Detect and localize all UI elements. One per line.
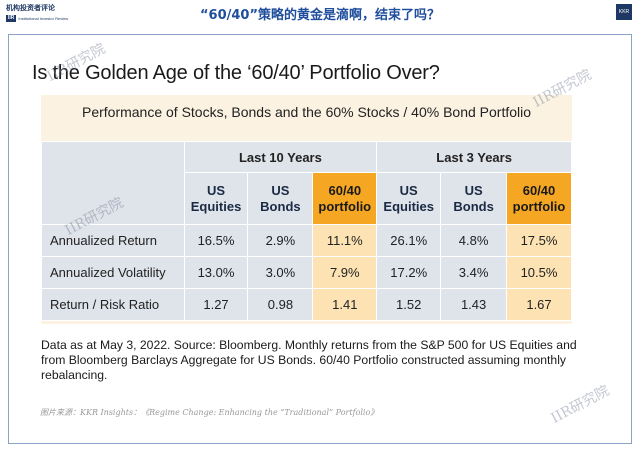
column-header-highlight: 60/40 portfolio: [506, 172, 572, 225]
group-header-10y: Last 10 Years: [183, 141, 378, 173]
table-cell-highlight: 1.67: [506, 288, 572, 321]
table-row: Annualized Volatility 13.0% 3.0% 7.9% 17…: [41, 256, 572, 289]
column-header: US Equities: [376, 172, 442, 225]
table-cell: 3.0%: [247, 256, 314, 289]
top-bar: 机构投资者评论 IIR Institutional Investor Revie…: [0, 0, 640, 26]
table-cell-highlight: 10.5%: [506, 256, 572, 289]
table-cell: 1.43: [440, 288, 508, 321]
logo-english-name: Institutional Investor Review: [18, 16, 69, 21]
column-header: US Bonds: [247, 172, 314, 225]
table-row: Annualized Return 16.5% 2.9% 11.1% 26.1%…: [41, 224, 572, 257]
table-cell: 16.5%: [183, 224, 249, 257]
iir-logo: 机构投资者评论 IIR Institutional Investor Revie…: [6, 3, 68, 22]
performance-table: Last 10 Years Last 3 Years US Equities US…: [41, 141, 572, 321]
row-label: Annualized Return: [41, 224, 185, 257]
slide-title: Is the Golden Age of the ‘60/40’ Portfol…: [32, 62, 440, 84]
row-label: Return / Risk Ratio: [41, 288, 185, 321]
table-cell-highlight: 1.41: [312, 288, 378, 321]
table-cell: 0.98: [247, 288, 314, 321]
group-header-3y: Last 3 Years: [376, 141, 572, 173]
table-cell-highlight: 17.5%: [506, 224, 572, 257]
table-cell: 2.9%: [247, 224, 314, 257]
table-cell: 1.27: [183, 288, 249, 321]
corner-logo-icon: KKR: [616, 4, 632, 20]
table-cell: 13.0%: [183, 256, 249, 289]
table-cell-highlight: 7.9%: [312, 256, 378, 289]
table-cell: 1.52: [376, 288, 442, 321]
row-label: Annualized Volatility: [41, 256, 185, 289]
table-cell: 4.8%: [440, 224, 508, 257]
table-cell: 17.2%: [376, 256, 442, 289]
column-header: US Bonds: [440, 172, 508, 225]
table-row: Return / Risk Ratio 1.27 0.98 1.41 1.52 …: [41, 288, 572, 321]
column-header: US Equities: [183, 172, 249, 225]
table-cell-highlight: 11.1%: [312, 224, 378, 257]
column-header-row: US Equities US Bonds 60/40 portfolio US Equi…: [42, 172, 572, 225]
image-source-caption: 图片来源：KKR Insights：《Regime Change: Enhanc…: [40, 408, 379, 417]
table-subtitle: Performance of Stocks, Bonds and the 60%…: [81, 104, 532, 120]
table-cell: 26.1%: [376, 224, 442, 257]
page-headline: “60/40”策略的黄金是滴啊，结束了吗？: [199, 8, 441, 23]
column-header-highlight: 60/40 portfolio: [312, 172, 378, 225]
logo-chinese-name: 机构投资者评论: [6, 3, 55, 12]
table-cell: 3.4%: [440, 256, 508, 289]
logo-badge: IIR: [6, 15, 17, 22]
data-note: Data as at May 3, 2022. Source: Bloomber…: [41, 338, 577, 382]
